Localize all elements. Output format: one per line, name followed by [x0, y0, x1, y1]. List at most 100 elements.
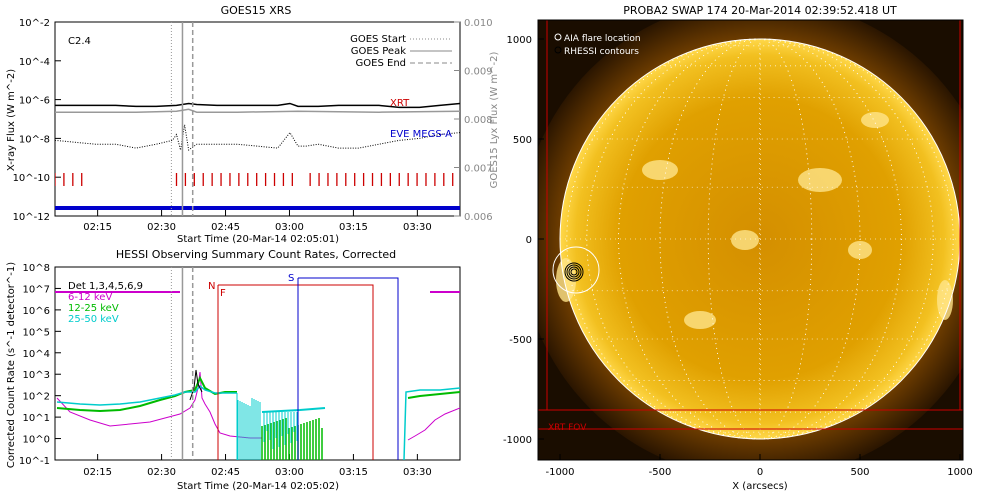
legend-6-12: 6-12 keV — [68, 292, 112, 303]
hessi-y-tick-label: 10^3 — [23, 370, 50, 381]
hessi-legend: Det 1,3,4,5,6,9 6-12 keV 12-25 keV 25-50… — [68, 281, 143, 325]
swap-y-tick-label: 1000 — [507, 35, 532, 46]
xrt-label: XRT — [390, 98, 410, 109]
goes-x-tick-label: 03:30 — [403, 222, 432, 233]
goes-xrs-panel: GOES15 XRS 10^-210^-410^-610^-810^-1010^… — [6, 4, 500, 245]
hessi-y-tick-label: 10^2 — [23, 392, 50, 403]
goes-x-tick-label: 03:00 — [275, 222, 304, 233]
hessi-12-25-trace — [56, 375, 237, 413]
swap-x-tick-label: 0 — [757, 467, 763, 478]
goes-series-long — [55, 102, 460, 109]
swap-legend: AIA flare location RHESSI contours — [554, 33, 641, 57]
legend-12-25: 12-25 keV — [68, 303, 119, 314]
hessi-x-tick-label: 02:45 — [211, 467, 240, 478]
hessi-12-25-noise — [261, 418, 323, 460]
legend-aia-marker — [554, 33, 562, 41]
hessi-y-tick-label: 10^8 — [23, 263, 50, 274]
hessi-6-12-trace-late — [407, 407, 460, 441]
swap-title: PROBA2 SWAP 174 20-Mar-2014 02:39:52.418… — [623, 4, 897, 17]
hessi-title: HESSI Observing Summary Count Rates, Cor… — [116, 248, 396, 261]
goes-series-group — [55, 102, 460, 151]
hessi-y-tick-label: 10^5 — [23, 327, 50, 338]
hessi-y-tick-label: 10^4 — [23, 349, 50, 360]
flag-s-label: S — [288, 273, 294, 284]
goes-y-ticks: 10^-2 10^-4 10^-6 10^-8 10^-10 10^-12 — [13, 18, 61, 223]
hessi-y-label: Corrected Count Rate (s^-1 detector^-1) — [6, 262, 17, 468]
hessi-y-tick-label: 10^-1 — [19, 456, 50, 467]
swap-y-tick-label: 0 — [526, 235, 532, 246]
hessi-x-tick-label: 03:00 — [275, 467, 304, 478]
goes-y2-label: GOES15 Lyx Flux (W m^-2) — [489, 52, 500, 189]
hessi-x-tick-label: 03:15 — [339, 467, 368, 478]
eve-coverage-bar — [55, 206, 460, 210]
hessi-25-50-noise — [237, 398, 298, 460]
eve-label: EVE MEGS-A — [390, 129, 452, 140]
hessi-y-ticks: 10^8 10^7 10^6 10^5 10^4 10^3 10^2 10^1 10^0 10^-… — [19, 263, 61, 467]
swap-y-tick-label: -1000 — [503, 435, 532, 446]
swap-x-tick-label: -1000 — [545, 467, 574, 478]
goes-time-markers — [170, 22, 194, 216]
hessi-y-tick-label: 10^0 — [23, 435, 50, 446]
legend-goes-end: GOES End — [356, 58, 406, 69]
goes-x-ticks: 02:15 02:30 02:45 03:00 03:15 03:30 — [83, 210, 432, 233]
goes-y2-tick-label: 0.010 — [464, 18, 493, 29]
goes-series-lya — [55, 108, 460, 113]
hessi-x-tick-label: 03:30 — [403, 467, 432, 478]
goes-x-tick-label: 03:15 — [339, 222, 368, 233]
flag-f-label: F — [220, 288, 226, 299]
legend-aia: AIA flare location — [564, 34, 641, 44]
goes-y2-tick-label: 0.007 — [464, 164, 493, 175]
goes-y2-tick-label: 0.006 — [464, 212, 493, 223]
goes-x-tick-label: 02:30 — [147, 222, 176, 233]
goes-y-tick-label: 10^-10 — [13, 173, 50, 184]
goes-title: GOES15 XRS — [221, 4, 292, 17]
hessi-x-tick-label: 02:15 — [83, 467, 112, 478]
goes-y-tick-label: 10^-6 — [19, 96, 50, 107]
goes-x-tick-label: 02:45 — [211, 222, 240, 233]
hessi-12-25-trace-late — [407, 391, 460, 399]
hessi-25-50-mid — [261, 407, 326, 413]
goes-x-tick-label: 02:15 — [83, 222, 112, 233]
legend-rhessi-marker — [554, 46, 562, 54]
swap-frame — [537, 19, 964, 461]
hessi-25-50-late — [403, 387, 460, 460]
goes-y-label: X-ray Flux (W m^-2) — [6, 69, 17, 171]
goes-series-short — [55, 124, 460, 151]
swap-y-tick-label: -500 — [509, 335, 532, 346]
swap-y-ticks: 1000 500 0 -500 -1000 — [503, 35, 544, 446]
hessi-x-label: Start Time (20-Mar-14 02:05:02) — [177, 481, 339, 492]
swap-y-tick-label: 500 — [513, 135, 532, 146]
hessi-panel: HESSI Observing Summary Count Rates, Cor… — [6, 248, 461, 492]
goes-y-tick-label: 10^-4 — [19, 57, 50, 68]
goes-y2-tick-label: 0.008 — [464, 115, 493, 126]
goes-flare-class: C2.4 — [68, 36, 91, 47]
rhessi-contours — [564, 262, 584, 282]
xrt-coverage-ticks — [55, 173, 454, 186]
goes-x-label: Start Time (20-Mar-14 02:05:01) — [177, 234, 339, 245]
hessi-25-50-trace — [56, 384, 237, 406]
goes-y-tick-label: 10^-2 — [19, 18, 50, 29]
aia-flare-circle — [552, 246, 600, 294]
legend-goes-start: GOES Start — [350, 34, 406, 45]
goes-y-tick-label: 10^-12 — [13, 212, 50, 223]
legend-goes-peak: GOES Peak — [351, 46, 406, 57]
goes-y2-tick-label: 0.009 — [464, 67, 493, 78]
hessi-x-tick-label: 02:30 — [147, 467, 176, 478]
goes-legend: GOES Start GOES Peak GOES End — [350, 34, 452, 69]
longitude-line — [659, 38, 861, 440]
flag-s-bar — [298, 277, 399, 460]
swap-x-tick-label: 1000 — [947, 467, 972, 478]
swap-image-panel: PROBA2 SWAP 174 20-Mar-2014 02:39:52.418… — [503, 4, 973, 492]
xrt-fov-label: XRT FOV — [548, 423, 587, 433]
swap-x-ticks: -1000 -500 0 500 1000 — [545, 454, 973, 478]
hessi-time-markers — [170, 267, 194, 460]
xrt-fov-box-lower — [538, 409, 963, 430]
goes-y2-ticks: 0.010 0.009 0.008 0.007 0.006 — [454, 18, 493, 223]
longitude-line — [566, 38, 954, 440]
hessi-y-tick-label: 10^6 — [23, 306, 50, 317]
flag-n-label: N — [208, 281, 215, 292]
hessi-y-tick-label: 10^1 — [23, 413, 50, 424]
legend-25-50: 25-50 keV — [68, 314, 119, 325]
swap-x-label: X (arcsecs) — [732, 481, 788, 492]
